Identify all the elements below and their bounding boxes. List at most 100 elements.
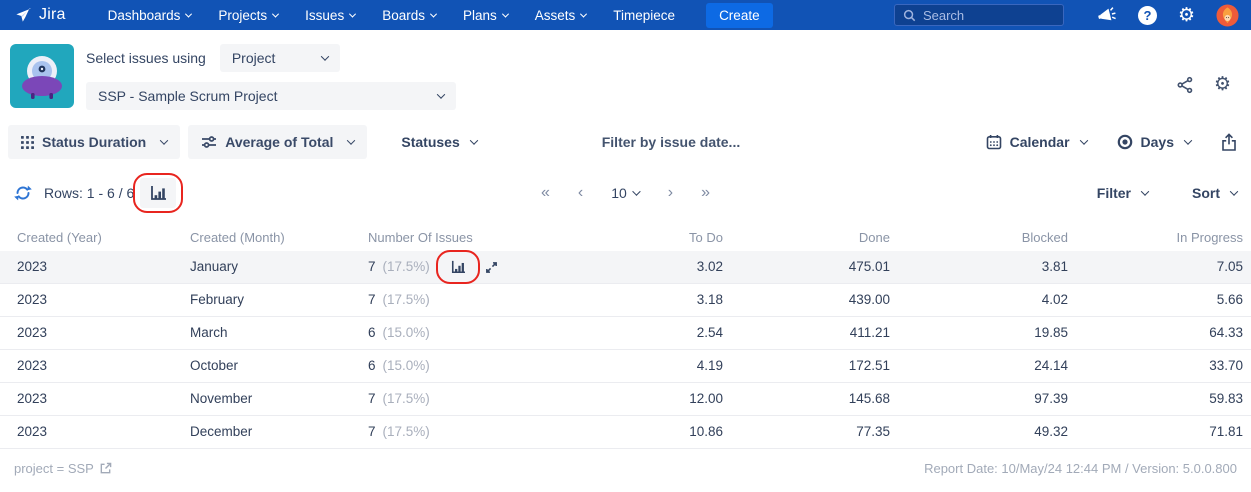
table-row[interactable]: 2023 October 6 (15.0%) 4.19 172.51 24.14… (0, 350, 1251, 383)
search-input[interactable] (922, 7, 1043, 23)
metric-button[interactable]: Average of Total (188, 125, 368, 159)
announcement-megaphone-icon[interactable] (1097, 6, 1117, 24)
issue-selectors: Select issues using Project SSP - Sample… (86, 44, 456, 111)
refresh-icon[interactable] (14, 184, 32, 202)
expand-diagonal-icon (485, 261, 498, 274)
unit-button[interactable]: Days (1117, 134, 1193, 150)
cell-done: 475.01 (848, 259, 890, 274)
issue-date-filter[interactable]: Filter by issue date... (601, 134, 741, 150)
issue-percent: (17.5%) (382, 424, 430, 439)
search-box[interactable] (893, 4, 1064, 26)
rows-count-label: Rows: 1 - 6 / 6 (44, 185, 135, 201)
cell-inprogress: 64.33 (1209, 325, 1243, 340)
settings-gear-icon[interactable]: ⚙ (1177, 4, 1195, 26)
next-page-button[interactable]: › (667, 184, 674, 201)
issue-source-select[interactable]: Project (219, 44, 340, 72)
report-header: Select issues using Project SSP - Sample… (0, 30, 1251, 123)
cell-number-of-issues: 7 (17.5%) (368, 383, 556, 415)
report-toolbar: Status Duration Average of Total Statuse… (0, 123, 1251, 169)
last-page-button[interactable]: » (701, 184, 711, 201)
column-header-blocked[interactable]: Blocked (1021, 230, 1068, 245)
sort-label: Sort (1192, 185, 1220, 201)
nav-menu-bar: Dashboards Projects Issues Boards Plans … (108, 2, 773, 28)
cell-inprogress: 5.66 (1216, 292, 1243, 307)
cell-blocked: 97.39 (1034, 391, 1068, 406)
expand-row-button[interactable] (483, 259, 500, 276)
cell-inprogress: 71.81 (1209, 424, 1243, 439)
create-button[interactable]: Create (706, 2, 773, 28)
issue-count: 7 (368, 391, 376, 406)
cell-todo: 2.54 (696, 325, 723, 340)
filter-button[interactable]: Filter (1097, 185, 1150, 201)
row-action-icons (435, 250, 500, 284)
user-avatar[interactable] (1216, 3, 1239, 27)
cell-month: November (190, 391, 253, 406)
nav-item-projects[interactable]: Projects (218, 8, 280, 23)
table-row[interactable]: 2023 February 7 (17.5%) 3.18 439.00 4.02… (0, 284, 1251, 317)
column-header-number-of-issues[interactable]: Number Of Issues (368, 230, 473, 245)
search-icon (903, 9, 916, 22)
prev-page-button[interactable]: ‹ (577, 184, 584, 201)
bar-chart-icon (149, 185, 167, 201)
page-size-select[interactable]: 10 (611, 185, 642, 201)
issue-percent: (17.5%) (382, 391, 430, 406)
sort-button[interactable]: Sort (1192, 185, 1239, 201)
chevron-down-icon (272, 10, 280, 18)
nav-item-timepiece[interactable]: Timepiece (613, 8, 675, 23)
cell-year: 2023 (17, 259, 48, 274)
top-navigation-bar: Jira Dashboards Projects Issues Boards P… (0, 0, 1251, 30)
statuses-button[interactable]: Statuses (401, 134, 478, 150)
report-settings-gear-icon[interactable]: ⚙ (1213, 74, 1231, 95)
issue-count: 6 (368, 325, 376, 340)
cell-inprogress: 33.70 (1209, 358, 1243, 373)
column-header-created-year[interactable]: Created (Year) (17, 230, 102, 245)
table-row[interactable]: 2023 March 6 (15.0%) 2.54 411.21 19.85 6… (0, 317, 1251, 350)
cell-year: 2023 (17, 391, 48, 406)
project-select[interactable]: SSP - Sample Scrum Project (86, 82, 456, 110)
table-row[interactable]: 2023 January 7 (17.5%) 3.02 475.01 3.81 (0, 250, 1251, 284)
issue-percent: (17.5%) (382, 259, 430, 274)
cell-month: March (190, 325, 228, 340)
nav-item-issues[interactable]: Issues (305, 8, 357, 23)
time-unit-icon (1117, 134, 1137, 150)
jql-filter-link[interactable]: project = SSP (14, 461, 112, 476)
help-icon[interactable]: ? (1137, 5, 1157, 25)
column-header-done[interactable]: Done (858, 230, 890, 245)
cell-todo: 12.00 (689, 391, 723, 406)
jira-logo[interactable]: Jira (14, 6, 66, 25)
first-page-button[interactable]: « (540, 184, 550, 201)
nav-item-boards[interactable]: Boards (382, 8, 438, 23)
issue-percent: (15.0%) (382, 358, 430, 373)
column-header-created-month[interactable]: Created (Month) (190, 230, 285, 245)
project-select-value: SSP - Sample Scrum Project (98, 88, 278, 104)
nav-right-section: ? ⚙ (893, 3, 1239, 27)
cell-blocked: 24.14 (1034, 358, 1068, 373)
nav-item-plans[interactable]: Plans (463, 8, 509, 23)
row-chart-button[interactable] (435, 250, 480, 284)
issue-count: 7 (368, 259, 376, 274)
share-icon[interactable] (1176, 76, 1194, 94)
nav-item-label: Timepiece (613, 7, 676, 23)
chevron-down-icon (185, 10, 193, 18)
view-type-button[interactable]: Status Duration (8, 125, 181, 159)
export-icon[interactable] (1221, 133, 1237, 151)
unit-label: Days (1140, 134, 1174, 150)
nav-item-assets[interactable]: Assets (535, 8, 588, 23)
chevron-down-icon (469, 136, 478, 145)
chart-view-button[interactable] (133, 173, 184, 213)
chevron-down-icon (436, 90, 446, 99)
calendar-button[interactable]: Calendar (986, 134, 1088, 150)
cell-blocked: 4.02 (1041, 292, 1068, 307)
column-header-todo[interactable]: To Do (689, 230, 723, 245)
report-info: Report Date: 10/May/24 12:44 PM / Versio… (924, 461, 1237, 476)
page-size-value: 10 (611, 185, 627, 201)
cell-done: 411.21 (849, 325, 890, 340)
column-header-in-progress[interactable]: In Progress (1176, 230, 1243, 245)
cell-done: 172.51 (848, 358, 890, 373)
table-row[interactable]: 2023 November 7 (17.5%) 12.00 145.68 97.… (0, 383, 1251, 416)
cell-done: 77.35 (856, 424, 890, 439)
nav-item-dashboards[interactable]: Dashboards (108, 8, 193, 23)
grid-icon (21, 135, 34, 149)
table-row[interactable]: 2023 December 7 (17.5%) 10.86 77.35 49.3… (0, 416, 1251, 449)
cell-year: 2023 (17, 358, 48, 373)
